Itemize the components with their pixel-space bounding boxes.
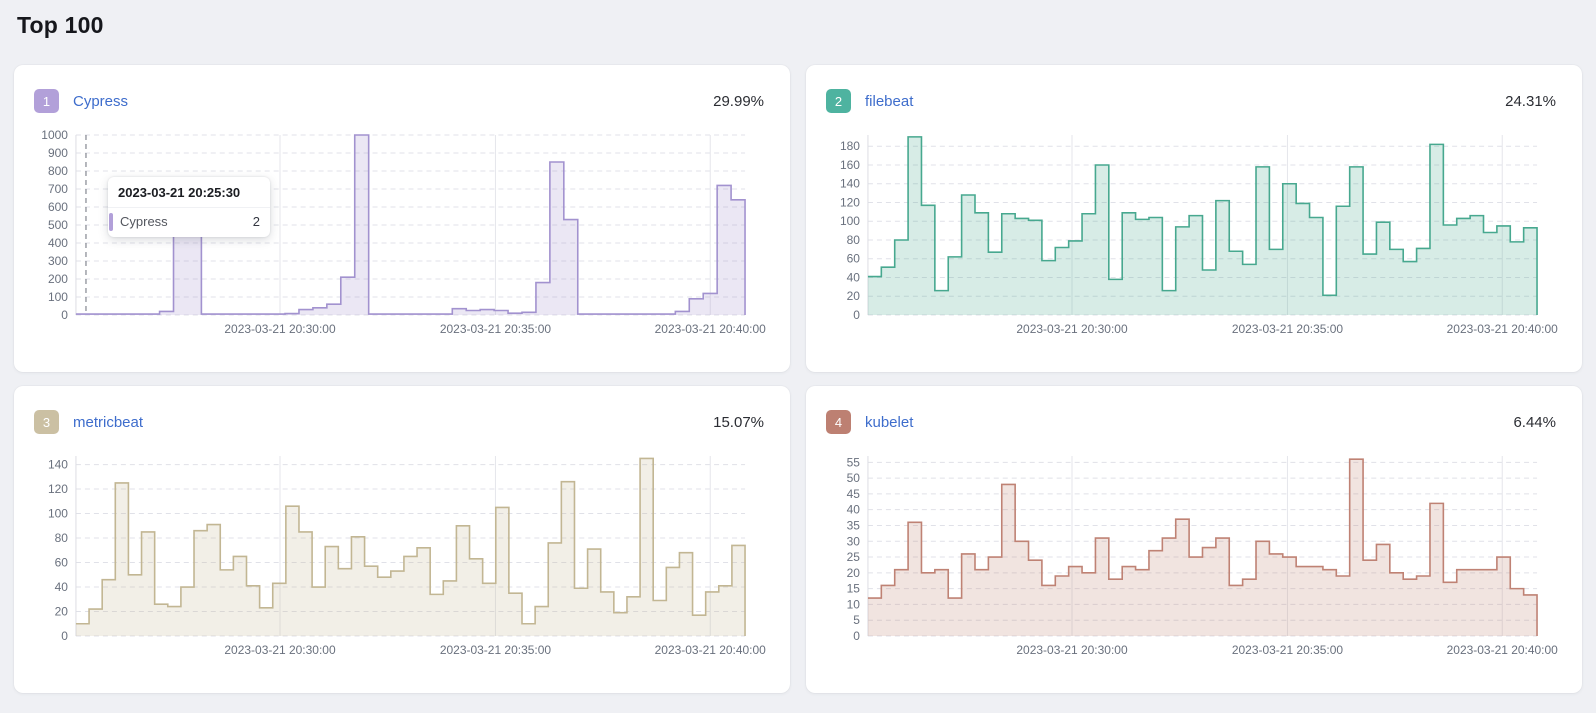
svg-text:400: 400 [48,236,68,250]
svg-text:20: 20 [55,605,69,619]
svg-text:100: 100 [48,507,68,521]
svg-text:2023-03-21 20:35:00: 2023-03-21 20:35:00 [1232,322,1344,336]
svg-text:50: 50 [847,471,861,485]
rank-badge: 2 [826,89,851,113]
svg-text:800: 800 [48,164,68,178]
chart-wrap: 0 100 200 300 400 500 600 700 800 900 1000 2023-03-… [34,128,768,341]
card-header: 1 Cypress 29.99% [34,89,768,113]
card-kubelet: 4 kubelet 6.44% 0 5 10 15 20 25 30 35 40 45 50 55 20… [806,386,1582,693]
svg-text:40: 40 [847,503,861,517]
svg-text:500: 500 [48,218,68,232]
svg-text:0: 0 [61,308,68,322]
percent-value: 24.31% [1505,92,1556,110]
series-link-kubelet[interactable]: kubelet [865,413,914,431]
svg-text:160: 160 [840,158,860,172]
percent-value: 15.07% [713,413,764,431]
svg-text:0: 0 [61,629,68,643]
svg-text:2023-03-21 20:30:00: 2023-03-21 20:30:00 [224,643,336,657]
rank-badge: 3 [34,410,59,434]
svg-text:120: 120 [48,482,68,496]
svg-text:2023-03-21 20:40:00: 2023-03-21 20:40:00 [1447,322,1559,336]
svg-text:35: 35 [847,518,861,532]
chart-metricbeat[interactable]: 0 20 40 60 80 100 120 140 2023-03-21 20:30:00 202… [34,450,768,662]
tooltip-series-marker-icon [109,213,113,231]
card-filebeat: 2 filebeat 24.31% 0 20 40 60 80 100 120 140 160 1… [806,65,1582,372]
svg-text:5: 5 [853,613,860,627]
svg-text:60: 60 [847,252,861,266]
card-cypress: 1 Cypress 29.99% 0 100 200 300 400 500 600 700 8… [14,65,790,372]
svg-text:2023-03-21 20:30:00: 2023-03-21 20:30:00 [224,322,336,336]
svg-text:55: 55 [847,455,861,469]
svg-text:100: 100 [48,290,68,304]
svg-text:2023-03-21 20:40:00: 2023-03-21 20:40:00 [655,322,767,336]
svg-text:25: 25 [847,550,861,564]
svg-text:0: 0 [853,308,860,322]
card-header: 3 metricbeat 15.07% [34,410,768,434]
card-header: 4 kubelet 6.44% [826,410,1560,434]
tooltip-timestamp: 2023-03-21 20:25:30 [118,185,241,200]
svg-text:30: 30 [847,534,861,548]
svg-text:60: 60 [55,556,69,570]
percent-value: 29.99% [713,92,764,110]
chart-wrap: 0 20 40 60 80 100 120 140 2023-03-21 20:30:00 202… [34,450,768,662]
svg-text:2023-03-21 20:40:00: 2023-03-21 20:40:00 [1447,643,1559,657]
chart-wrap: 0 20 40 60 80 100 120 140 160 180 2023-03-21 20:30… [826,129,1560,341]
card-header: 2 filebeat 24.31% [826,89,1560,113]
chart-tooltip: 2023-03-21 20:25:30 Cypress 2 [108,177,270,237]
card-metricbeat: 3 metricbeat 15.07% 0 20 40 60 80 100 120 140 20… [14,386,790,693]
svg-text:10: 10 [847,597,861,611]
svg-text:100: 100 [840,214,860,228]
svg-text:0: 0 [853,629,860,643]
tooltip-series-name: Cypress [120,214,168,229]
tooltip-series-row: Cypress 2 [108,207,270,237]
svg-text:40: 40 [55,580,69,594]
series-link-filebeat[interactable]: filebeat [865,92,914,110]
svg-text:2023-03-21 20:30:00: 2023-03-21 20:30:00 [1016,322,1128,336]
svg-text:600: 600 [48,200,68,214]
svg-text:900: 900 [48,146,68,160]
svg-text:2023-03-21 20:30:00: 2023-03-21 20:30:00 [1016,643,1128,657]
rank-badge: 1 [34,89,59,113]
svg-text:80: 80 [55,531,69,545]
percent-value: 6.44% [1513,413,1556,431]
svg-text:45: 45 [847,487,861,501]
svg-text:140: 140 [48,458,68,472]
chart-wrap: 0 5 10 15 20 25 30 35 40 45 50 55 2023-03-21 20:30:0… [826,450,1560,662]
svg-text:140: 140 [840,177,860,191]
svg-text:20: 20 [847,566,861,580]
svg-text:2023-03-21 20:35:00: 2023-03-21 20:35:00 [440,643,552,657]
svg-text:20: 20 [847,289,861,303]
svg-text:80: 80 [847,233,861,247]
card-grid: 1 Cypress 29.99% 0 100 200 300 400 500 600 700 8… [0,51,1596,707]
rank-badge: 4 [826,410,851,434]
tooltip-series-value: 2 [252,214,260,229]
chart-filebeat[interactable]: 0 20 40 60 80 100 120 140 160 180 2023-03-21 20:30… [826,129,1560,341]
svg-text:300: 300 [48,254,68,268]
series-link-metricbeat[interactable]: metricbeat [73,413,144,431]
series-link-cypress[interactable]: Cypress [73,92,129,110]
svg-text:2023-03-21 20:35:00: 2023-03-21 20:35:00 [1232,643,1344,657]
svg-text:200: 200 [48,272,68,286]
page-title: Top 100 [17,12,104,38]
svg-text:700: 700 [48,182,68,196]
svg-text:1000: 1000 [41,128,68,142]
svg-text:40: 40 [847,270,861,284]
svg-text:2023-03-21 20:35:00: 2023-03-21 20:35:00 [440,322,552,336]
svg-text:15: 15 [847,582,861,596]
svg-text:2023-03-21 20:40:00: 2023-03-21 20:40:00 [655,643,767,657]
svg-text:120: 120 [840,195,860,209]
svg-text:180: 180 [840,139,860,153]
